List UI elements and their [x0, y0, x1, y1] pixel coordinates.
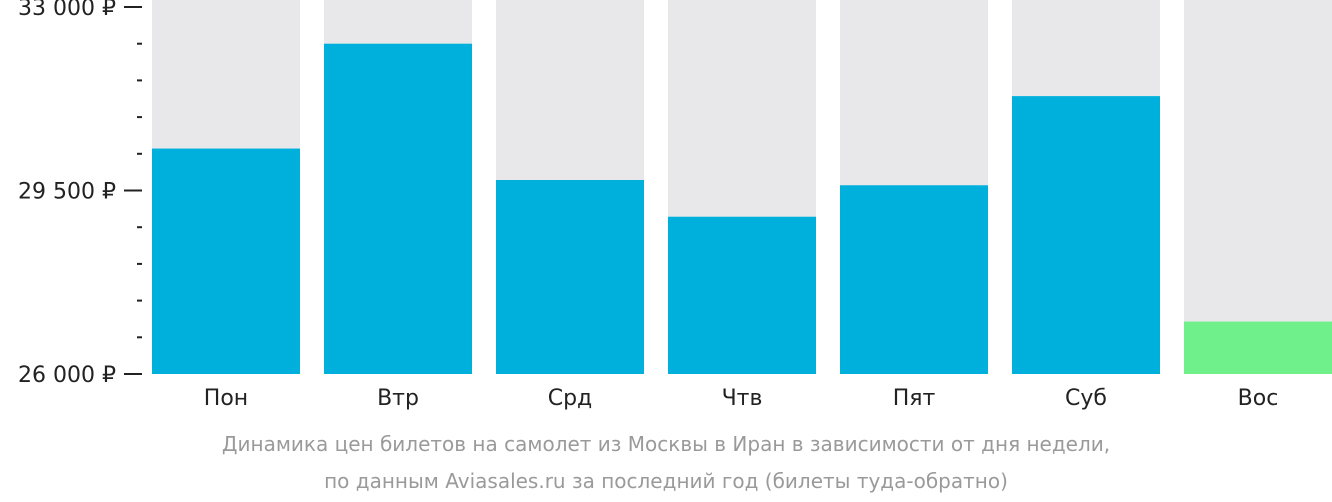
x-axis: Пон Втр Срд Чтв Пят Суб Вос [204, 386, 1279, 411]
bar-6[interactable] [1012, 96, 1160, 374]
chart-caption-line-1: Динамика цен билетов на самолет из Москв… [221, 432, 1111, 456]
bars [152, 0, 1332, 374]
bar-2[interactable] [324, 43, 472, 374]
y-tick-label: 29 500 ₽ [18, 180, 116, 205]
bar-7[interactable] [1184, 321, 1332, 374]
y-axis: 33 000 ₽ 29 500 ₽ 26 000 ₽ [18, 0, 142, 388]
x-tick-label: Вос [1238, 386, 1279, 411]
x-tick-label: Пят [893, 386, 936, 411]
x-tick-label: Суб [1065, 386, 1107, 411]
x-tick-label: Срд [548, 386, 593, 411]
bar-background [1184, 0, 1332, 374]
x-tick-label: Пон [204, 386, 248, 411]
x-tick-label: Чтв [722, 386, 763, 411]
bar-4[interactable] [668, 216, 816, 374]
y-tick-label: 33 000 ₽ [18, 0, 116, 21]
y-tick-label: 26 000 ₽ [18, 363, 116, 388]
chart-caption-line-2: по данным Aviasales.ru за последний год … [324, 469, 1008, 493]
bar-5[interactable] [840, 185, 988, 374]
x-tick-label: Втр [377, 386, 419, 411]
bar-1[interactable] [152, 148, 300, 374]
bar-3[interactable] [496, 180, 644, 374]
price-by-weekday-chart: 33 000 ₽ 29 500 ₽ 26 000 ₽ Пон Втр Срд Чтв Пят… [18, 0, 1332, 411]
